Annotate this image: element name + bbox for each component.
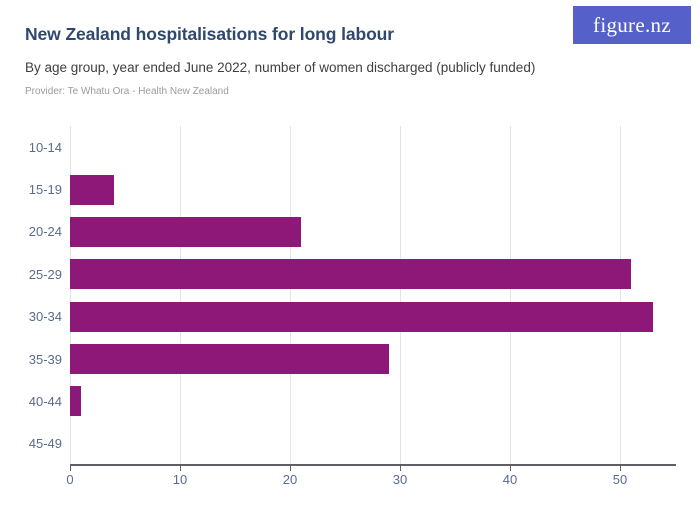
gridline-10 (180, 126, 181, 465)
figure-nz-logo-text: figure.nz (593, 12, 671, 37)
y-axis-label-30-34: 30-34 (28, 309, 62, 325)
gridline-40 (510, 126, 511, 465)
gridline-50 (620, 126, 621, 465)
gridline-20 (290, 126, 291, 465)
x-axis-line (70, 464, 676, 466)
x-axis-label-0: 0 (66, 472, 74, 487)
y-axis-labels: 10-14 15-19 20-24 25-29 30-34 35-39 40-44 45-49 (0, 126, 62, 465)
chart-row-35-39 (70, 338, 675, 380)
chart-row-20-24 (70, 211, 675, 253)
bar-15-19 (70, 174, 114, 205)
chart-subtitle: By age group, year ended June 2022, numb… (25, 60, 536, 75)
gridline-0 (70, 126, 71, 465)
chart-row-40-44 (70, 380, 675, 422)
y-axis-label-35-39: 35-39 (28, 351, 62, 367)
x-axis-label-50: 50 (612, 472, 628, 487)
chart-title: New Zealand hospitalisations for long la… (25, 24, 394, 44)
y-axis-label-15-19: 15-19 (28, 182, 62, 198)
x-tick-40 (510, 466, 511, 471)
x-tick-10 (180, 466, 181, 471)
bar-35-39 (70, 344, 389, 375)
provider-attribution: Provider: Te Whatu Ora - Health New Zeal… (25, 86, 229, 97)
chart-row-45-49 (70, 423, 675, 465)
x-tick-30 (400, 466, 401, 471)
figure-nz-logo[interactable]: figure.nz (573, 6, 691, 44)
x-axis-label-20: 20 (282, 472, 298, 487)
y-axis-label-10-14: 10-14 (28, 139, 62, 155)
y-axis-label-25-29: 25-29 (28, 266, 62, 282)
chart-row-25-29 (70, 253, 675, 295)
gridline-30 (400, 126, 401, 465)
x-axis-label-30: 30 (392, 472, 408, 487)
bar-30-34 (70, 301, 653, 332)
bar-40-44 (70, 386, 81, 417)
plot-area (70, 126, 675, 465)
bar-rows (70, 126, 675, 465)
y-axis-label-45-49: 45-49 (28, 436, 62, 452)
bar-25-29 (70, 259, 631, 290)
x-axis-label-10: 10 (172, 472, 188, 487)
x-tick-0 (70, 466, 71, 471)
y-axis-label-20-24: 20-24 (28, 224, 62, 240)
y-axis-label-40-44: 40-44 (28, 393, 62, 409)
x-tick-50 (620, 466, 621, 471)
bar-20-24 (70, 216, 301, 247)
x-tick-20 (290, 466, 291, 471)
chart-row-10-14 (70, 126, 675, 168)
chart-row-15-19 (70, 168, 675, 210)
chart-row-30-34 (70, 296, 675, 338)
x-axis-label-40: 40 (502, 472, 518, 487)
